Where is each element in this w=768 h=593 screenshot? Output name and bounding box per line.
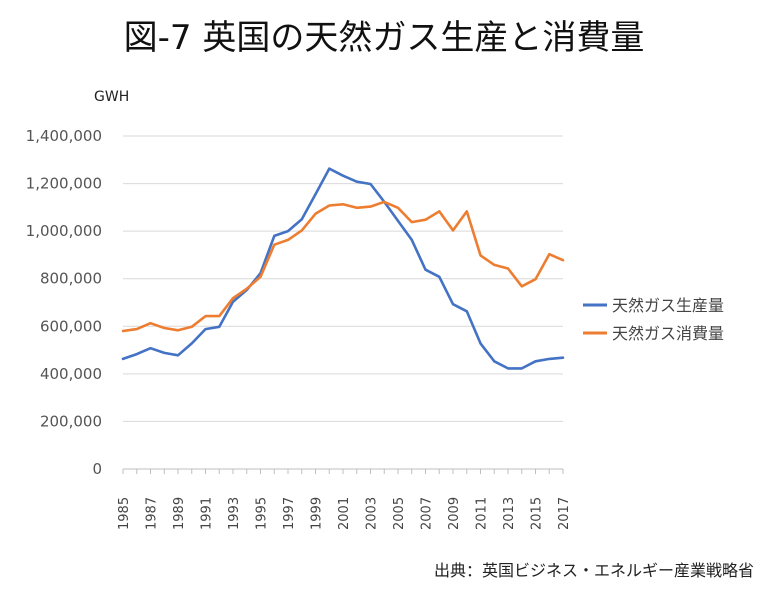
series-lines — [121, 167, 565, 370]
x-tick-label: 2015 — [530, 497, 545, 530]
legend-label: 天然ガス消費量 — [612, 324, 724, 343]
x-tick-label: 1997 — [282, 497, 297, 530]
x-tick-label: 1999 — [310, 497, 325, 530]
y-tick-label: 800,000 — [40, 270, 102, 288]
unit-label: GWH — [94, 89, 129, 105]
x-tick-label: 1991 — [200, 497, 215, 530]
x-tick-label: 2007 — [420, 497, 435, 530]
y-axis: 0 200,000 400,000 600,000 800,000 1,000,000 1,… — [26, 127, 102, 478]
x-tick-label: 2009 — [447, 497, 462, 530]
y-tick-label: 200,000 — [40, 412, 102, 430]
series-line — [121, 200, 565, 333]
gridlines — [123, 135, 563, 422]
x-axis: 1985 1987 1989 1991 1993 1995 1997 1999 2001 2003… — [117, 468, 572, 530]
x-tick-label: 2003 — [365, 497, 380, 530]
y-tick-label: 1,000,000 — [26, 222, 102, 240]
x-tick-label: 2017 — [557, 497, 572, 530]
x-tick-label: 1993 — [227, 497, 242, 530]
y-tick-label: 600,000 — [40, 317, 102, 335]
x-tick-label: 1995 — [255, 497, 270, 530]
x-tick-label: 1985 — [117, 497, 132, 530]
x-tick-label: 2001 — [337, 497, 352, 530]
x-tick-label: 2013 — [502, 497, 517, 530]
source-note: 出典：英国ビジネス・エネルギー産業戦略省 — [433, 561, 754, 580]
x-tick-label: 1989 — [172, 497, 187, 530]
chart-title: 図-7 英国の天然ガス生産と消費量 — [123, 18, 645, 58]
y-tick-label: 0 — [92, 460, 102, 478]
x-tick-label: 1987 — [145, 497, 160, 530]
x-tick-label: 2011 — [475, 497, 490, 530]
y-tick-label: 1,200,000 — [26, 175, 102, 193]
y-tick-label: 1,400,000 — [26, 127, 102, 145]
legend-label: 天然ガス生産量 — [612, 296, 724, 315]
y-tick-label: 400,000 — [40, 365, 102, 383]
x-tick-label: 2005 — [392, 497, 407, 530]
series-line — [121, 167, 565, 370]
